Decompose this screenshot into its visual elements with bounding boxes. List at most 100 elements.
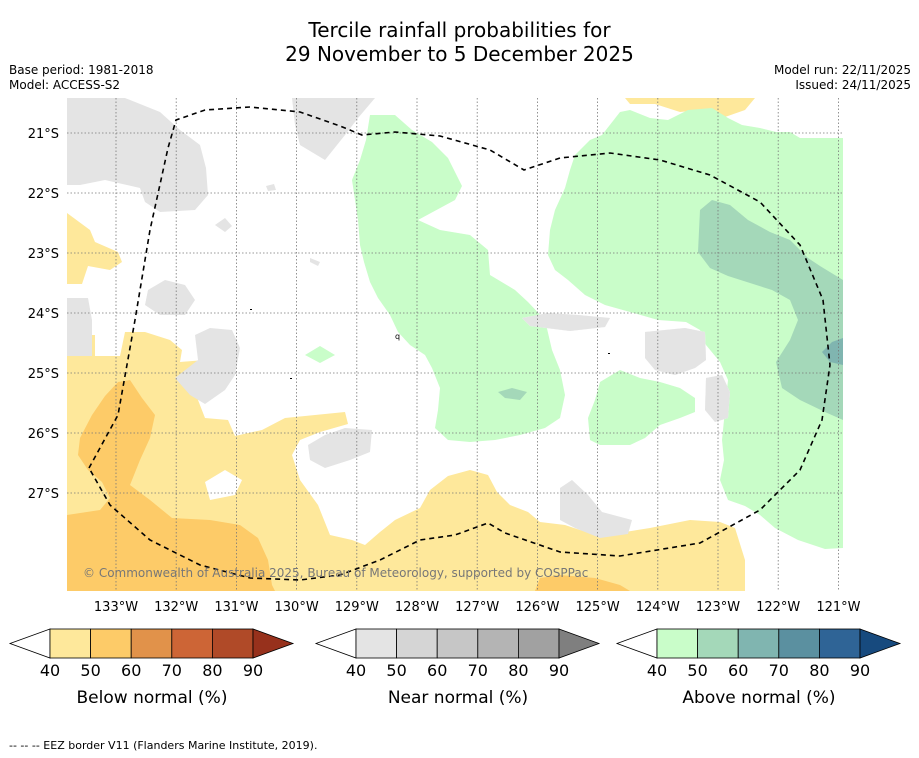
longitude-label: 133°W — [94, 600, 138, 615]
colorbar-above-segment — [819, 628, 861, 659]
longitude-label: 124°W — [636, 600, 680, 615]
colorbar-near-tick: 70 — [468, 661, 488, 680]
colorbar-below-segment — [49, 628, 91, 659]
colorbar-above-min-extension — [615, 628, 658, 659]
colorbar-near-max-extension — [558, 628, 601, 659]
near-normal-overlay — [522, 313, 730, 422]
colorbar-below-tick: 40 — [40, 661, 60, 680]
colorbar-above-tick: 70 — [769, 661, 789, 680]
island-markers — [250, 309, 610, 379]
colorbar-near-segment — [477, 628, 519, 659]
island-3 — [608, 353, 610, 354]
near-overlay-2 — [645, 328, 706, 375]
colorbar-near-label: Near normal (%) — [388, 688, 528, 708]
colorbar-near-segment — [396, 628, 438, 659]
colorbar-below-max-extension — [252, 628, 295, 659]
below-west-edge-region — [67, 213, 122, 284]
near-north-strip — [292, 98, 375, 160]
colorbar-near-segment — [518, 628, 560, 659]
copyright-notice: © Commonwealth of Australia 2025, Bureau… — [83, 566, 588, 580]
above-south-blob — [588, 370, 695, 445]
longitude-labels: 133°W 132°W 131°W 130°W 129°W 128°W 127°W 126°W… — [94, 600, 861, 615]
above-east-region — [548, 108, 843, 549]
issued-date: Issued: 24/11/2025 — [795, 78, 911, 92]
eez-footnote: -- -- -- EEZ border V11 (Flanders Marine… — [9, 739, 318, 752]
latitude-labels: 21°S 22°S 23°S 24°S 25°S 26°S 27°S — [28, 127, 59, 502]
map-title: Tercile rainfall probabilities for 29 No… — [0, 18, 919, 66]
colorbar-below-segment — [171, 628, 213, 659]
colorbar-above-max-extension — [859, 628, 902, 659]
colorbar-above-label: Above normal (%) — [682, 688, 835, 708]
below-orange-south — [535, 575, 630, 591]
colorbar-above-tick: 50 — [687, 661, 707, 680]
above-center-region — [352, 115, 565, 442]
near-blob-11 — [560, 480, 632, 538]
colorbar-below-normal: 40 50 60 70 80 90 — [8, 628, 295, 680]
colorbar-above-segment — [778, 628, 820, 659]
colorbar-above-segment — [697, 628, 739, 659]
colorbar-below-tick: 50 — [80, 661, 100, 680]
above-normal-60-70-regions — [822, 338, 843, 365]
colorbar-near-normal: 40 50 60 70 80 90 — [314, 628, 601, 680]
near-overlay-3 — [705, 375, 730, 422]
colorbar-near-segment — [355, 628, 397, 659]
colorbar-below-tick: 90 — [243, 661, 263, 680]
near-blob-7 — [308, 428, 372, 468]
colorbar-above-tick: 90 — [850, 661, 870, 680]
near-overlay-1 — [522, 313, 610, 331]
near-blob-2 — [215, 218, 232, 232]
colorbar-above-normal: 40 50 60 70 80 90 — [615, 628, 902, 680]
map-area: q © Commonwealth of Australia 2025, Bure… — [67, 98, 843, 591]
colorbar-above-segment — [656, 628, 698, 659]
island-glyph: q — [395, 332, 400, 341]
above-teal-small — [498, 388, 527, 400]
near-blob-6 — [310, 258, 320, 266]
latitude-label: 21°S — [28, 127, 59, 142]
island-1 — [250, 309, 252, 310]
title-line-1: Tercile rainfall probabilities for — [308, 18, 611, 42]
model-name: Model: ACCESS-S2 — [9, 78, 121, 92]
near-blob-1 — [145, 280, 195, 315]
colorbar-below-segment — [90, 628, 132, 659]
near-blob-3 — [266, 184, 276, 191]
below-normal-50-60-regions — [67, 380, 630, 591]
longitude-label: 132°W — [154, 600, 198, 615]
latitude-label: 22°S — [28, 187, 59, 202]
latitude-label: 24°S — [28, 307, 59, 322]
colorbar-below-tick: 70 — [162, 661, 182, 680]
colorbar-below-tick: 60 — [121, 661, 141, 680]
above-small-blob — [305, 346, 335, 363]
colorbar-near-min-extension — [314, 628, 357, 659]
longitude-label: 123°W — [696, 600, 740, 615]
longitude-label: 130°W — [275, 600, 319, 615]
longitude-label: 128°W — [395, 600, 439, 615]
colorbar-below-tick: 80 — [202, 661, 222, 680]
near-northwest — [67, 98, 208, 212]
meta-left: Base period: 1981-2018 Model: ACCESS-S2 — [9, 63, 154, 93]
colorbar-near-tick: 80 — [508, 661, 528, 680]
colorbar-above-tick: 60 — [728, 661, 748, 680]
eez-border — [88, 106, 831, 581]
longitude-label: 127°W — [455, 600, 499, 615]
grid-lines — [67, 98, 843, 591]
gap-1 — [205, 470, 242, 500]
near-blob-4 — [175, 328, 240, 404]
longitude-label: 125°W — [576, 600, 620, 615]
near-blob-5 — [67, 298, 92, 356]
colorbar-above-segment — [737, 628, 780, 659]
colorbar-near-tick: 60 — [427, 661, 447, 680]
longitude-label: 131°W — [214, 600, 258, 615]
colorbar-above-tick: 40 — [647, 661, 667, 680]
meta-right: Model run: 22/11/2025 Issued: 24/11/2025 — [774, 63, 911, 93]
colorbar-near-segment — [436, 628, 479, 659]
latitude-label: 23°S — [28, 247, 59, 262]
title-line-2: 29 November to 5 December 2025 — [285, 42, 634, 66]
colorbar-above-tick: 80 — [809, 661, 829, 680]
colorbar-near-tick: 50 — [386, 661, 406, 680]
above-normal-40-50-regions — [305, 108, 843, 549]
colorbar-below-segment — [211, 628, 254, 659]
island-2 — [290, 378, 292, 379]
above-darkteal-east — [822, 338, 843, 365]
latitude-label: 26°S — [28, 427, 59, 442]
